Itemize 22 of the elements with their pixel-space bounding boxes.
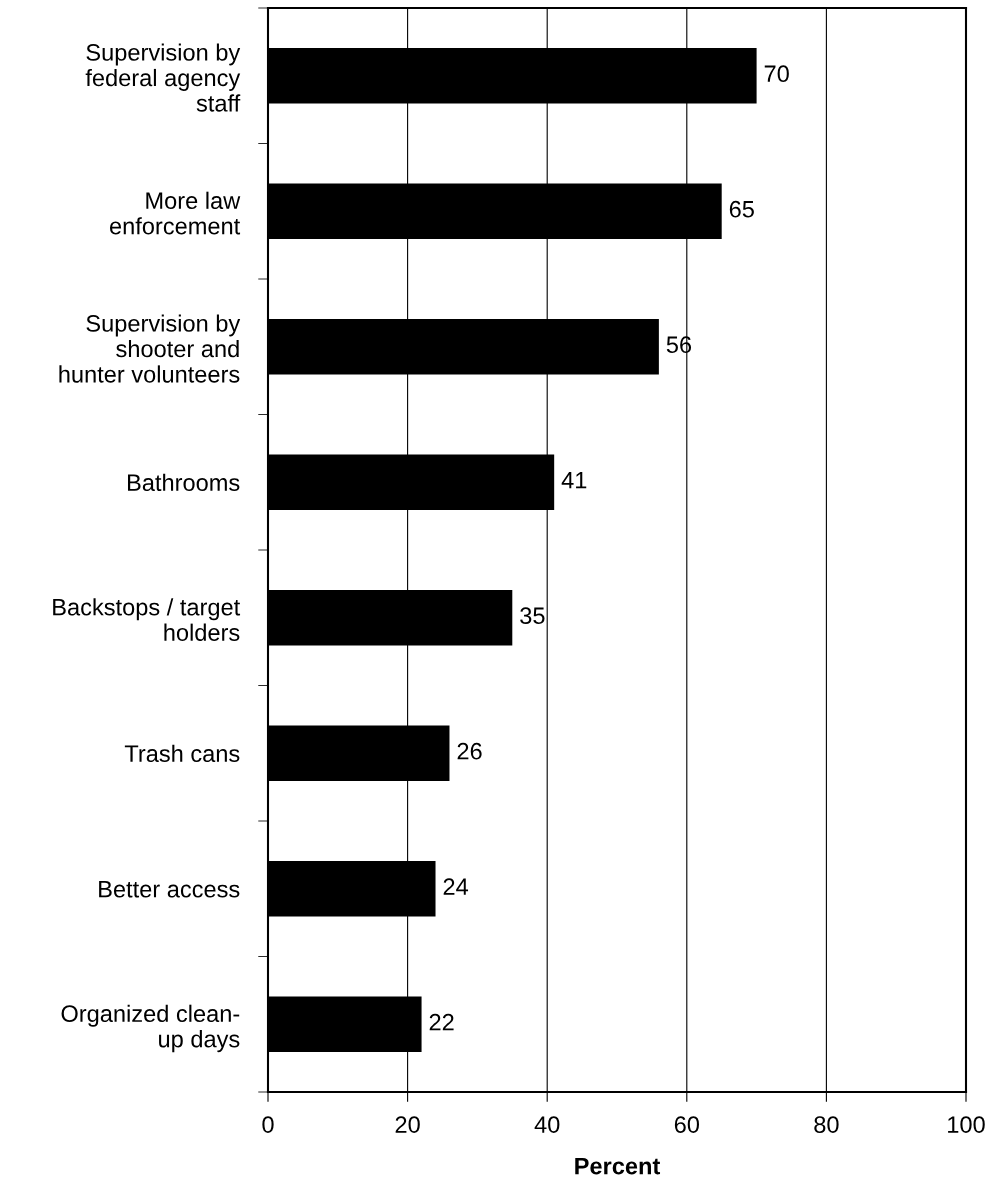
- y-tick-label: More law enforcement: [109, 191, 241, 235]
- y-tick-label: Better access: [99, 881, 240, 898]
- y-tick-label: Bathrooms: [128, 473, 240, 492]
- x-tick-label: 40: [534, 1116, 560, 1133]
- y-tick-label: Supervision by federal agency staff: [85, 43, 241, 112]
- data-label: 70: [764, 65, 789, 83]
- data-label: 65: [729, 200, 754, 218]
- y-tick-label: Backstops / target holders: [53, 598, 241, 641]
- x-tick-label: 80: [814, 1116, 839, 1133]
- data-label: 22: [429, 1013, 454, 1031]
- x-tick-label: 100: [948, 1116, 985, 1133]
- y-tick-label: Supervision by shooter and hunter volunteers: [59, 314, 241, 383]
- data-label: 35: [520, 607, 545, 625]
- x-tick-label: 20: [395, 1116, 420, 1133]
- y-tick-label: Organized clean- up days: [61, 1004, 240, 1053]
- data-label: 41: [561, 472, 587, 489]
- y-tick-label: Trash cans: [124, 744, 240, 763]
- data-label: 24: [443, 878, 469, 895]
- x-tick-label: 0: [262, 1116, 274, 1133]
- x-axis-title: Percent: [575, 1157, 661, 1175]
- x-tick-label: 60: [674, 1116, 700, 1133]
- data-label: 26: [457, 742, 482, 760]
